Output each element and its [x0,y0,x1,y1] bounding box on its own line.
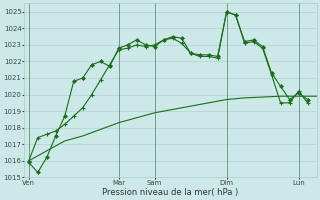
X-axis label: Pression niveau de la mer( hPa ): Pression niveau de la mer( hPa ) [102,188,238,197]
